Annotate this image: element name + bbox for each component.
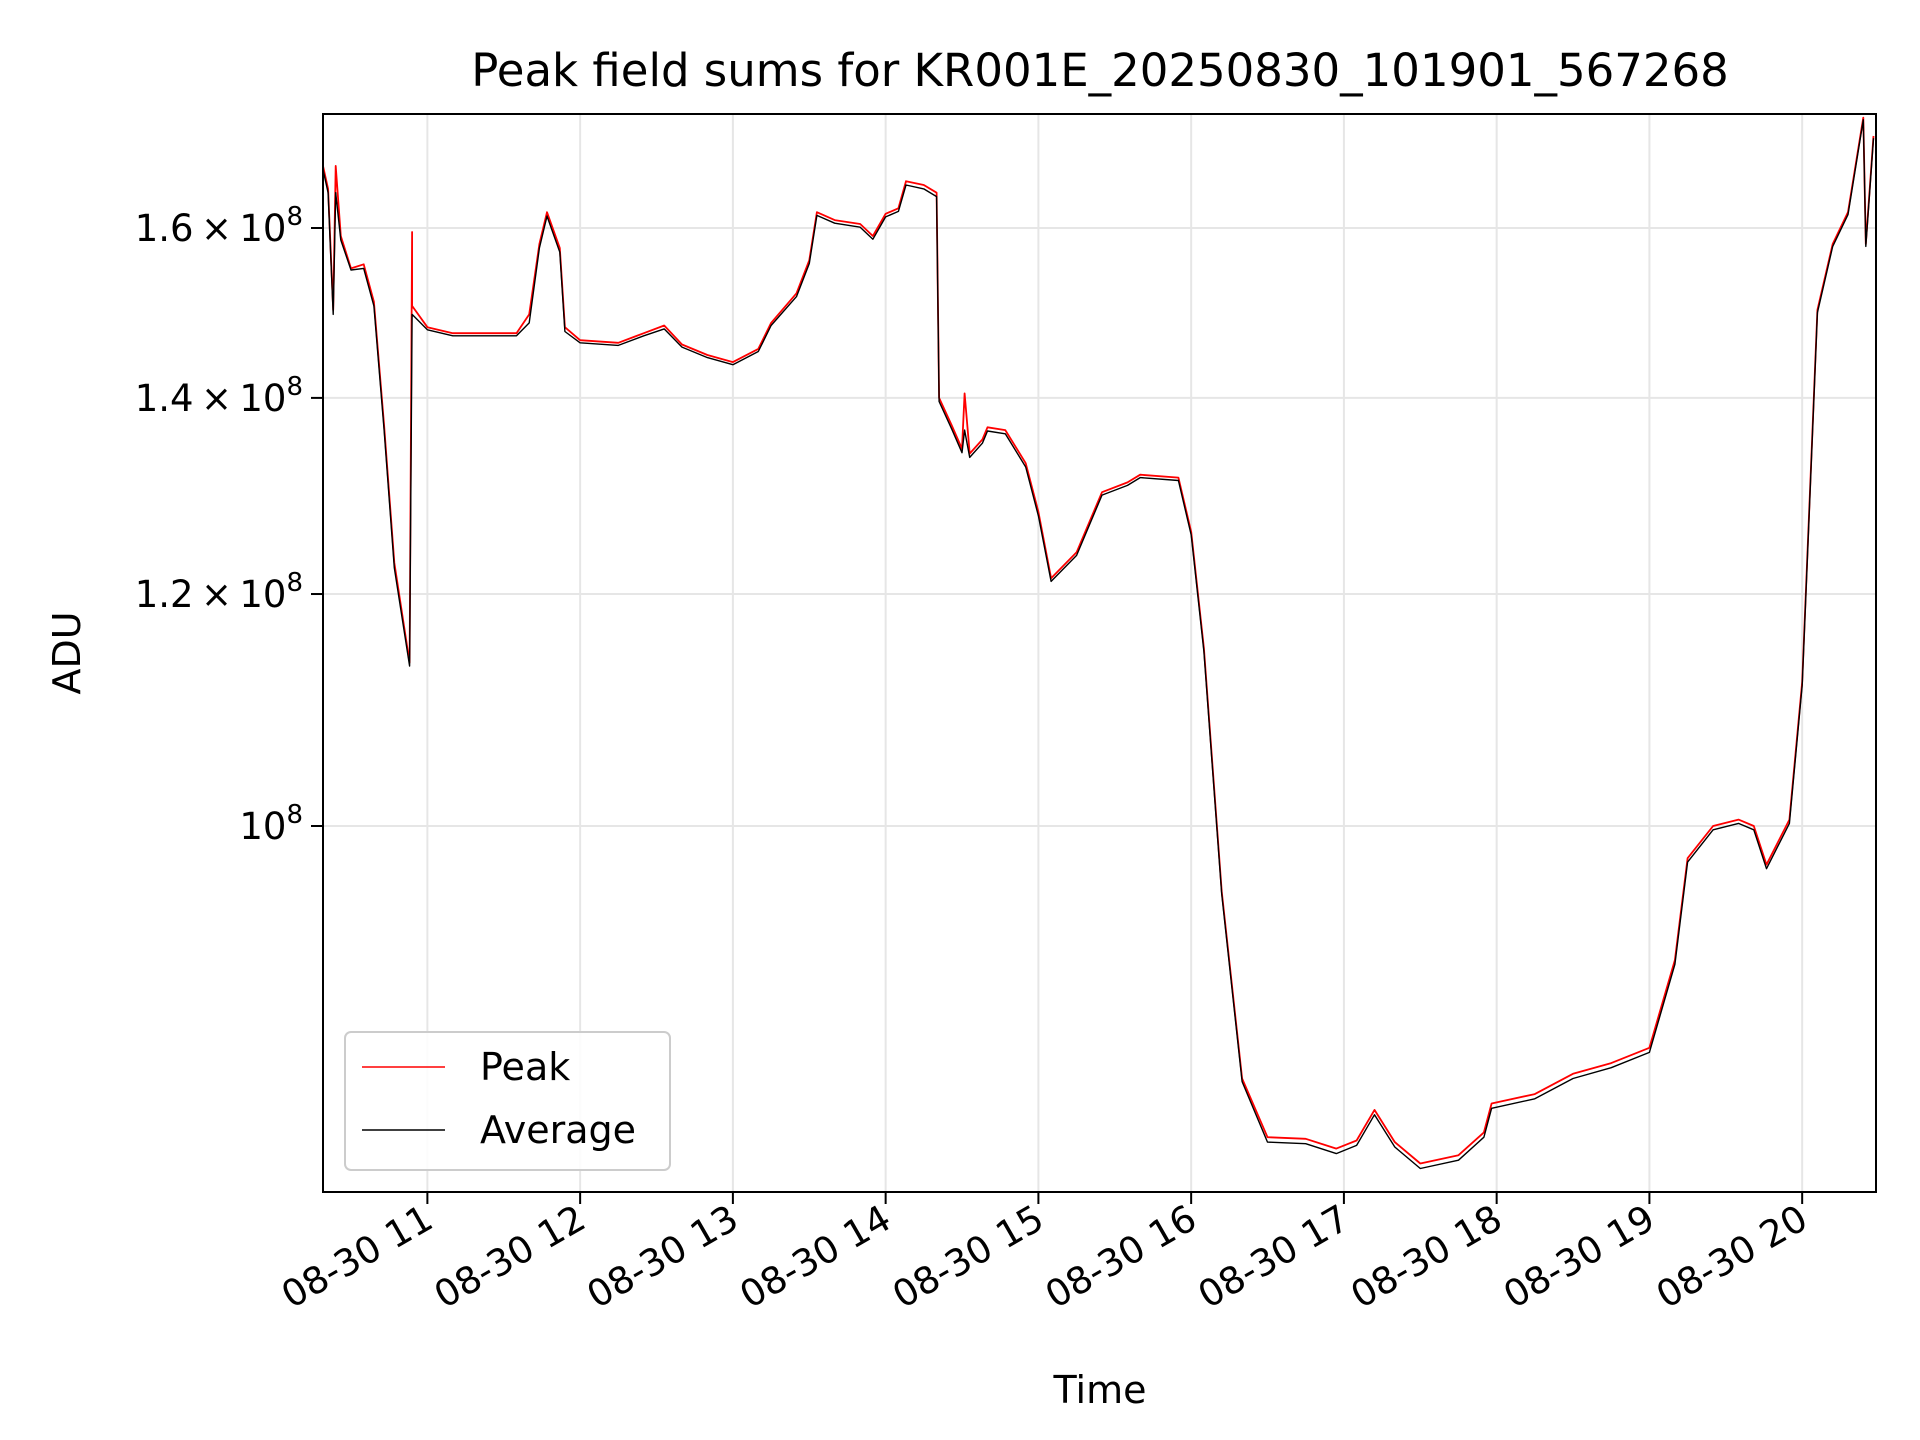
grid	[323, 114, 1876, 1192]
y-tick-exponent: 8	[286, 568, 303, 598]
y-tick-label: 108	[239, 800, 303, 848]
y-tick-base: 1.2 × 10	[135, 573, 287, 616]
y-tick-label: 1.2 × 108	[135, 568, 303, 616]
series-line-average	[323, 119, 1875, 1170]
legend-label-peak: Peak	[480, 1045, 570, 1089]
chart-title: Peak field sums for KR001E_20250830_1019…	[471, 44, 1729, 97]
x-axis-label: Time	[1053, 1368, 1147, 1412]
y-tick-base: 10	[239, 805, 286, 848]
y-tick-exponent: 8	[286, 800, 303, 830]
plot-frame	[322, 113, 1877, 1193]
y-axis-label: ADU	[45, 611, 89, 694]
y-tick-label: 1.6 × 108	[135, 202, 303, 250]
y-tick-base: 1.4 × 10	[135, 377, 287, 420]
y-tick-exponent: 8	[286, 372, 303, 402]
series-line-peak	[323, 116, 1875, 1165]
y-tick-base: 1.6 × 10	[135, 207, 287, 250]
legend-label-average: Average	[480, 1108, 636, 1152]
y-tick-exponent: 8	[286, 202, 303, 232]
y-tick-label: 1.4 × 108	[135, 372, 303, 420]
legend: Peak Average	[344, 1031, 671, 1171]
series-layer	[323, 116, 1875, 1170]
